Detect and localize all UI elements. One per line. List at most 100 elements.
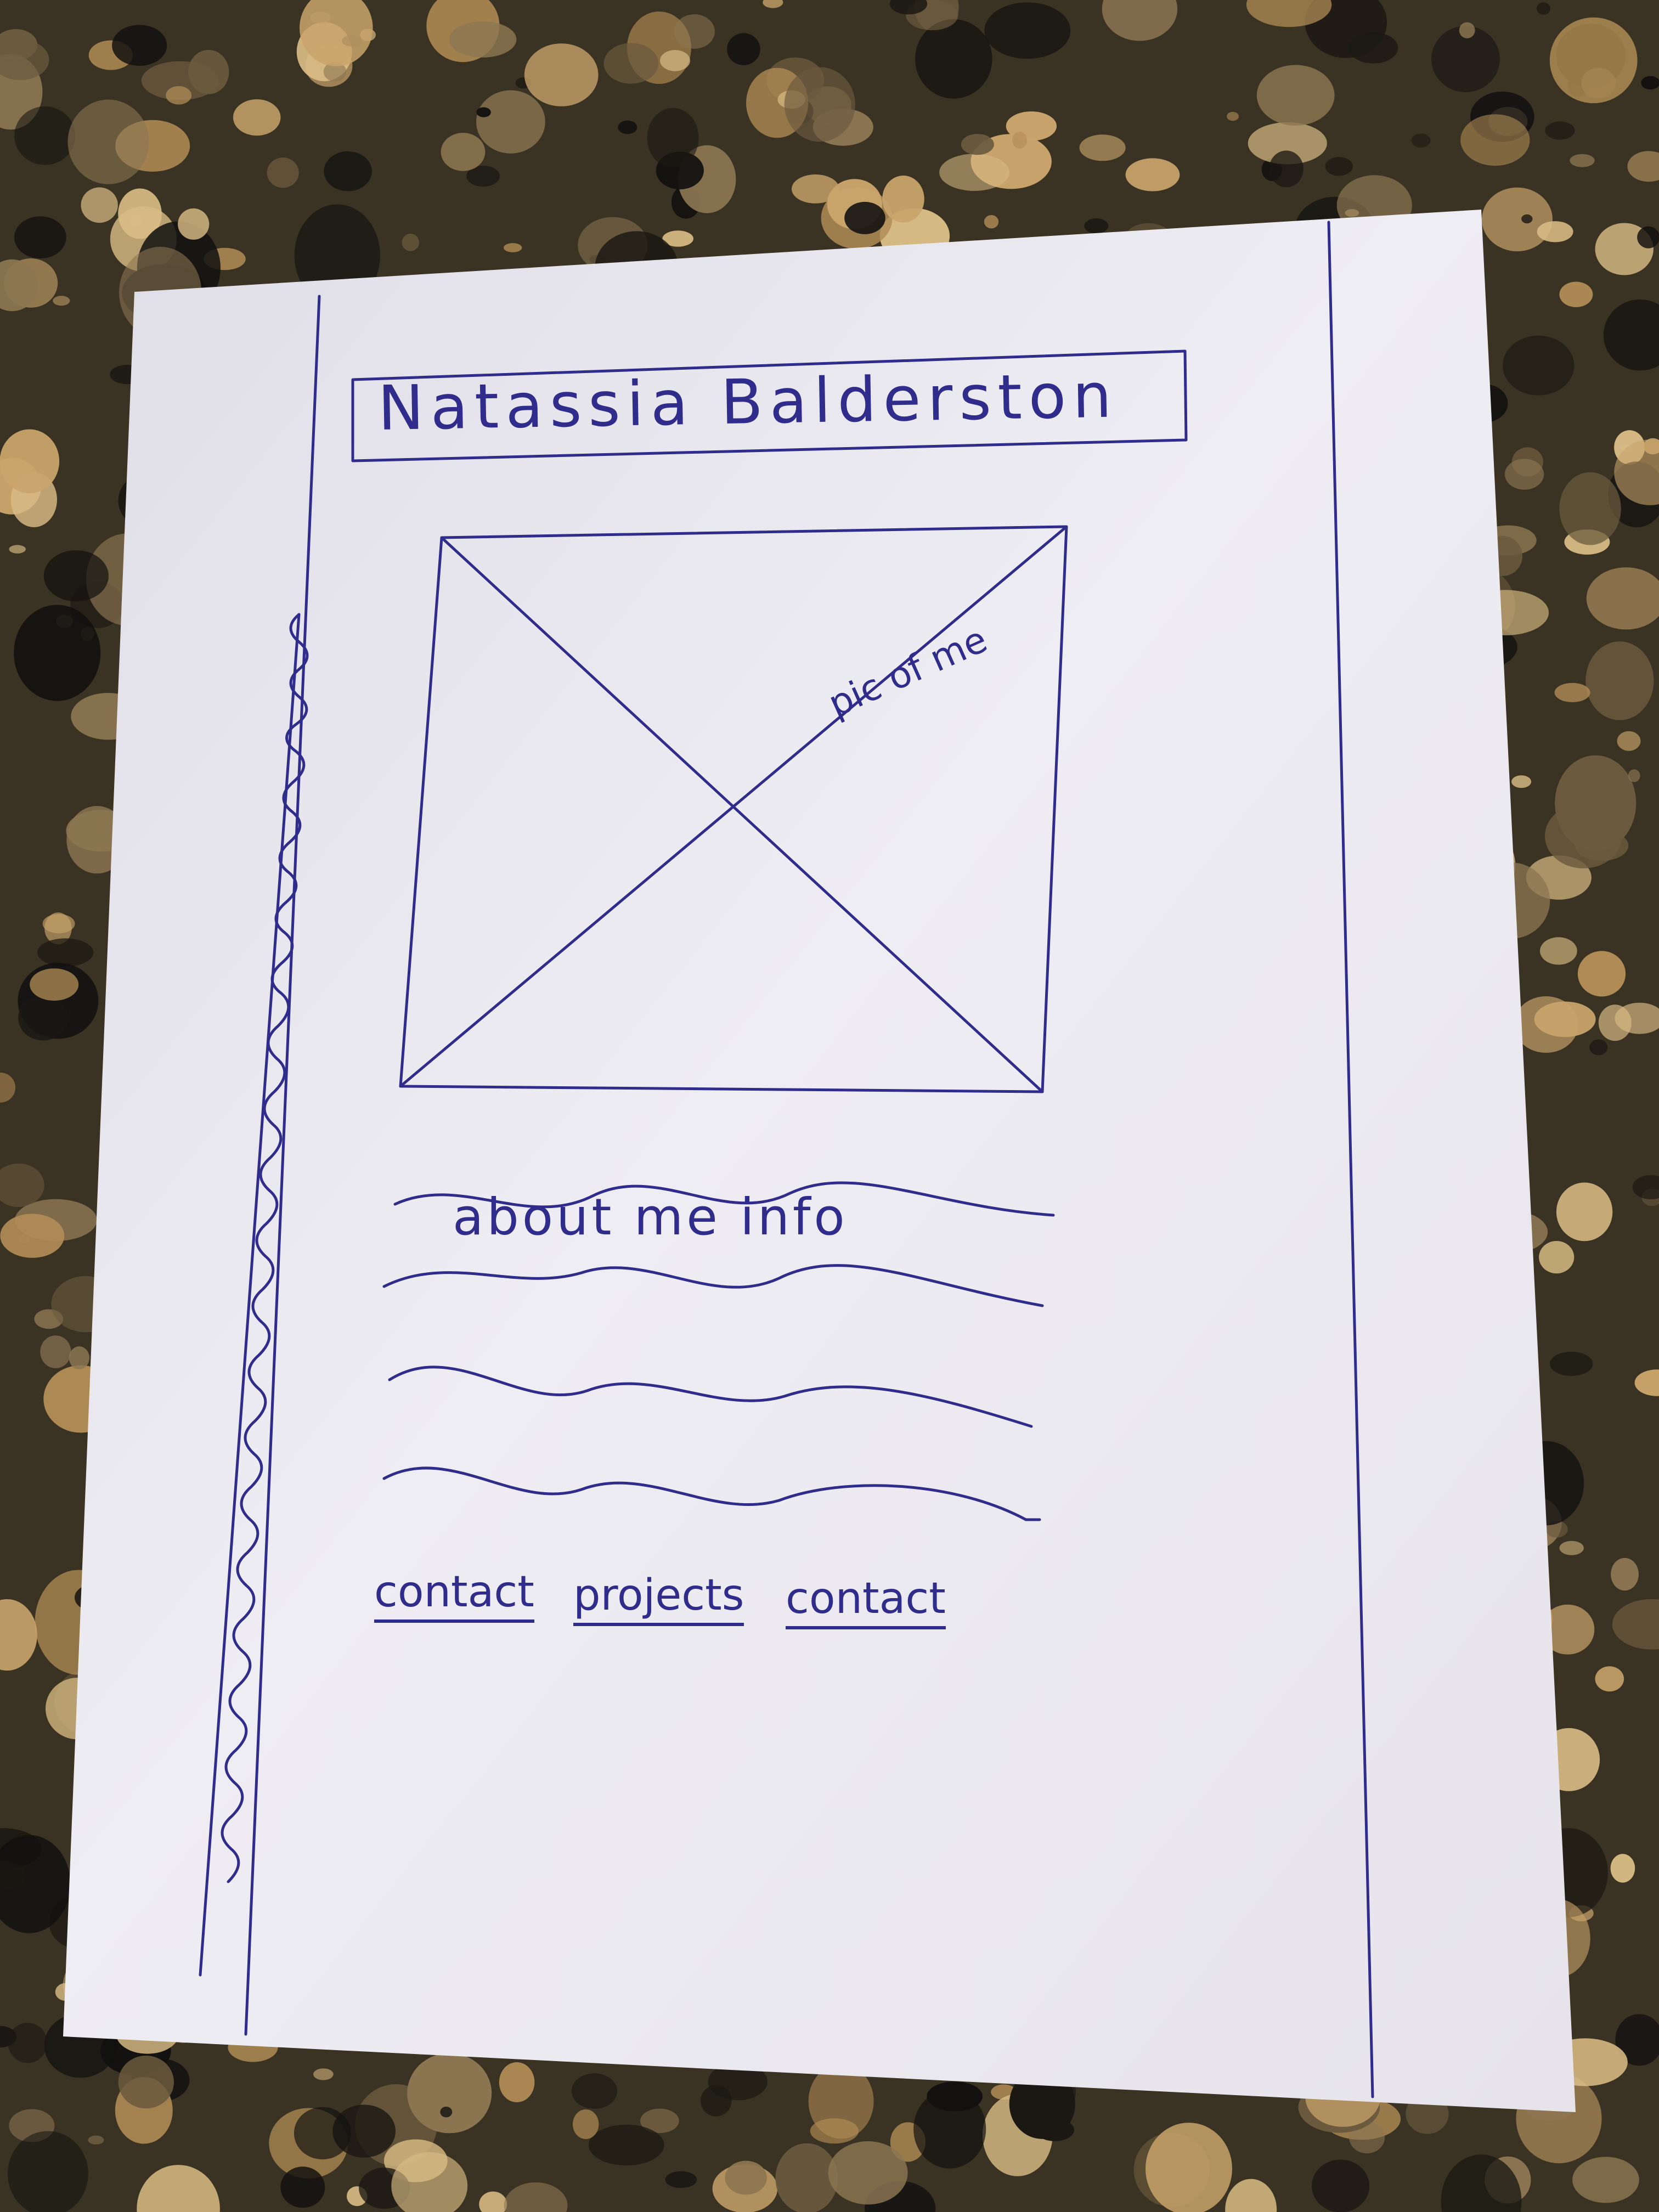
granite-speckle <box>499 2062 535 2102</box>
granite-speckle <box>571 2073 618 2109</box>
granite-speckle <box>1559 1541 1584 1555</box>
granite-speckle <box>0 1599 37 1671</box>
granite-speckle <box>725 2160 767 2195</box>
granite-speckle <box>88 2135 104 2145</box>
granite-speckle <box>1611 1558 1639 1591</box>
nav-link-contact[interactable]: contact <box>374 1568 534 1623</box>
granite-speckle <box>81 187 118 223</box>
granite-speckle <box>43 550 109 602</box>
image-placeholder-diagonal-2 <box>399 525 1068 1088</box>
granite-speckle <box>323 62 347 82</box>
granite-speckle <box>1102 0 1178 41</box>
text-placeholder-line-4 <box>382 1466 1041 1521</box>
granite-speckle <box>603 43 659 84</box>
granite-speckle <box>137 2165 220 2212</box>
granite-speckle <box>0 1073 16 1103</box>
granite-speckle <box>984 215 999 229</box>
granite-speckle <box>665 2171 697 2188</box>
granite-speckle <box>69 1346 89 1370</box>
granite-speckle <box>300 0 373 66</box>
granite-speckle <box>53 296 70 306</box>
granite-speckle <box>313 2068 334 2080</box>
paper <box>63 210 1576 2112</box>
granite-speckle <box>1256 65 1335 126</box>
granite-speckle <box>763 0 783 8</box>
granite-speckle <box>1269 150 1304 188</box>
granite-speckle <box>1595 1666 1624 1692</box>
granite-speckle <box>1482 187 1553 252</box>
granite-speckle <box>913 2089 986 2169</box>
granite-speckle <box>280 2166 325 2208</box>
granite-speckle <box>0 1163 44 1207</box>
granite-speckle <box>889 0 928 15</box>
granite-speckle <box>1348 32 1398 64</box>
granite-speckle <box>1545 121 1575 140</box>
granite-speckle <box>1225 2179 1277 2212</box>
granite-speckle <box>1585 641 1654 720</box>
granite-speckle <box>1641 76 1659 90</box>
granite-speckle <box>662 230 693 247</box>
granite-speckle <box>1460 114 1530 166</box>
granite-speckle <box>1012 132 1028 149</box>
text-placeholder-line-3 <box>388 1365 1033 1428</box>
granite-speckle <box>1559 472 1621 545</box>
granite-speckle <box>573 2109 599 2139</box>
granite-speckle <box>476 107 491 117</box>
header-box <box>351 349 1188 462</box>
granite-speckle <box>1615 1002 1659 1034</box>
granite-speckle <box>640 2108 679 2134</box>
granite-speckle <box>647 108 699 168</box>
image-placeholder-diagonal-1 <box>440 536 1044 1093</box>
granite-speckle <box>18 995 69 1041</box>
granite-speckle <box>391 2152 468 2212</box>
granite-speckle <box>1246 0 1332 27</box>
granite-speckle <box>1541 1604 1595 1655</box>
granite-speckle <box>660 50 690 71</box>
granite-speckle <box>1431 26 1500 93</box>
granite-speckle <box>1554 682 1590 702</box>
granite-speckle <box>1534 1001 1596 1037</box>
sidebar-wavy-line <box>221 613 309 1883</box>
granite-speckle <box>1537 221 1573 242</box>
text-placeholder-line-1 <box>393 1181 1055 1217</box>
granite-speckle <box>1632 1175 1659 1200</box>
sidebar-straight-line <box>199 613 301 1977</box>
granite-speckle <box>844 201 885 234</box>
granite-speckle <box>1637 226 1659 249</box>
granite-speckle <box>1539 1241 1575 1274</box>
granite-speckle <box>9 545 26 554</box>
nav-link-projects[interactable]: projects <box>573 1572 744 1626</box>
granite-speckle <box>1634 1369 1659 1396</box>
granite-speckle <box>1035 2118 1074 2141</box>
granite-speckle <box>1459 22 1475 38</box>
granite-speckle <box>166 86 192 105</box>
granite-speckle <box>14 106 76 165</box>
granite-speckle <box>14 605 101 701</box>
granite-speckle <box>8 2131 88 2212</box>
granite-speckle <box>618 120 637 134</box>
granite-speckle <box>1411 133 1431 148</box>
granite-speckle <box>1615 2014 1659 2066</box>
granite-speckle <box>0 429 60 494</box>
granite-speckle <box>0 1835 71 1933</box>
granite-speckle <box>1521 214 1533 224</box>
granite-speckle <box>1572 2157 1639 2203</box>
granite-speckle <box>1612 1599 1659 1650</box>
granite-speckle <box>1125 158 1180 191</box>
granite-speckle <box>1614 439 1659 505</box>
granite-speckle <box>0 1214 65 1258</box>
granite-speckle <box>810 2118 859 2144</box>
granite-speckle <box>402 234 420 251</box>
granite-speckle <box>1503 335 1575 396</box>
granite-speckle <box>1540 937 1577 965</box>
granite-speckle <box>1079 134 1126 161</box>
granite-speckle <box>332 2104 396 2158</box>
granite-speckle <box>1146 2123 1232 2212</box>
granite-speckle <box>294 2107 351 2160</box>
granite-speckle <box>727 33 760 65</box>
granite-speckle <box>701 2085 732 2117</box>
nav-link-contact-2[interactable]: contact <box>786 1575 946 1629</box>
granite-speckle <box>1504 459 1544 490</box>
granite-speckle <box>1610 1854 1635 1883</box>
left-margin-line <box>244 295 321 2036</box>
